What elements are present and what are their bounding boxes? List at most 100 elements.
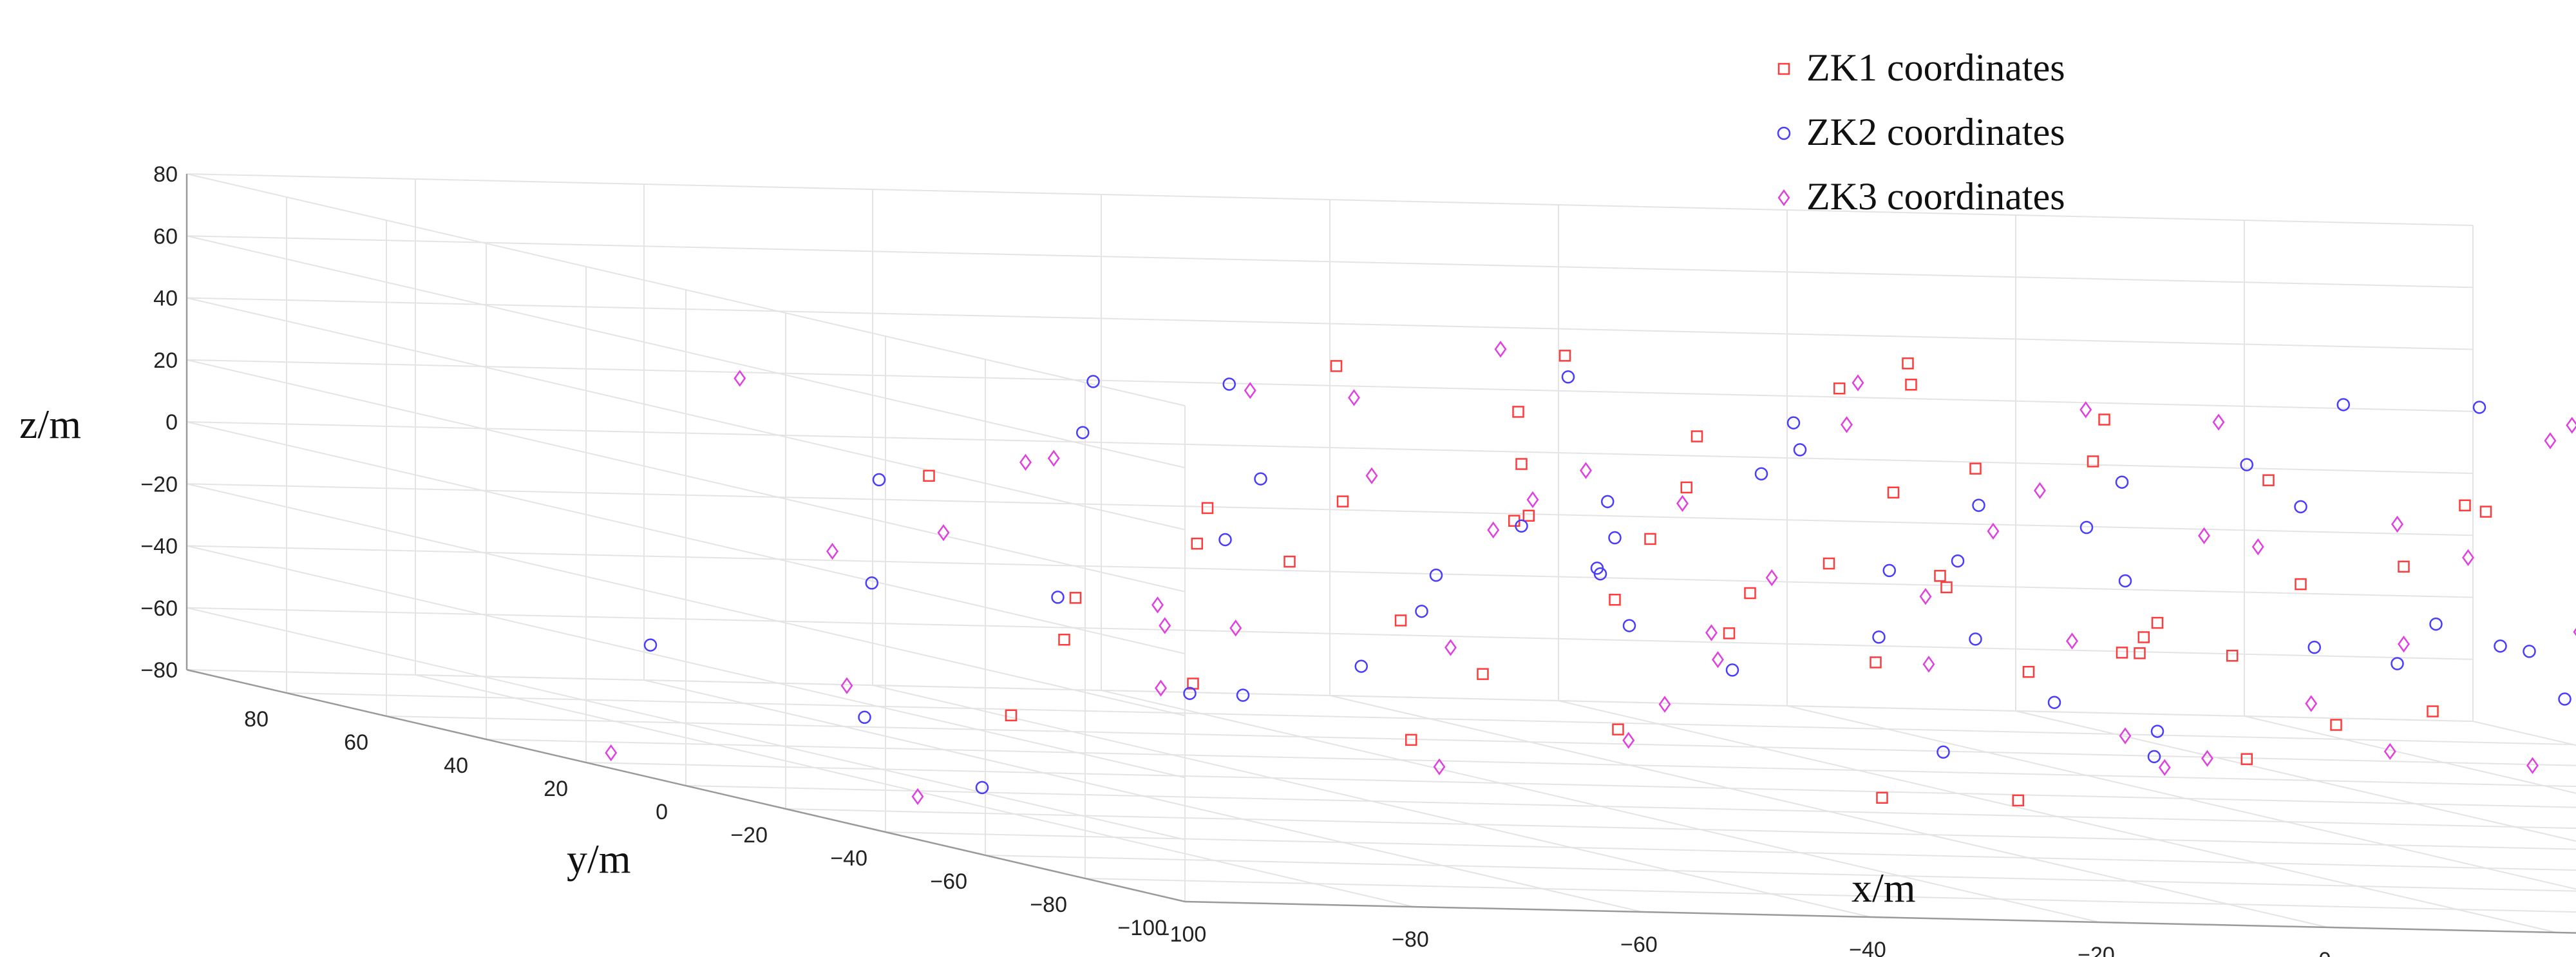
left-wall-grid-line bbox=[186, 173, 1186, 406]
data-point-square bbox=[2427, 705, 2439, 717]
data-point-square bbox=[1887, 486, 1900, 498]
data-point-square bbox=[1512, 406, 1524, 418]
data-point-square bbox=[2459, 499, 2471, 511]
data-point-circle bbox=[2294, 500, 2307, 514]
data-point-diamond bbox=[911, 788, 924, 806]
data-point-diamond bbox=[1365, 467, 1378, 484]
data-point-diamond bbox=[1047, 450, 1060, 467]
x-tick-label: −80 bbox=[1392, 927, 1429, 952]
data-point-diamond bbox=[2251, 538, 2264, 556]
data-point-diamond bbox=[1244, 382, 1256, 399]
y-tick-label: −40 bbox=[830, 846, 867, 871]
z-tick-label: 20 bbox=[153, 348, 178, 373]
data-point-square bbox=[1934, 569, 1946, 582]
data-point-circle bbox=[1254, 472, 1267, 486]
legend-marker-square bbox=[1777, 62, 1790, 75]
floor-grid-line bbox=[486, 739, 2576, 788]
data-point-circle bbox=[1354, 659, 1368, 673]
y-tick-label: 80 bbox=[244, 707, 269, 732]
data-point-diamond bbox=[1229, 620, 1242, 637]
back-wall-grid-line bbox=[186, 545, 2474, 598]
data-point-square bbox=[1833, 382, 1846, 395]
data-point-circle bbox=[2336, 398, 2350, 412]
data-point-diamond bbox=[1712, 651, 1724, 668]
data-point-circle bbox=[2429, 617, 2443, 631]
data-point-circle bbox=[2150, 725, 2164, 738]
back-wall-grid-line bbox=[186, 669, 2474, 722]
data-point-circle bbox=[1051, 591, 1065, 604]
y-tick-label: 60 bbox=[344, 730, 368, 755]
back-wall-grid-line bbox=[186, 235, 2474, 289]
data-point-square bbox=[1058, 634, 1070, 646]
z-tick-label: 60 bbox=[153, 224, 178, 249]
x-tick-label: 0 bbox=[2319, 948, 2331, 957]
legend-marker-circle bbox=[1777, 126, 1791, 140]
data-point-circle bbox=[1601, 495, 1615, 509]
data-point-diamond bbox=[2462, 549, 2474, 566]
back-wall-grid-line bbox=[186, 607, 2474, 660]
back-wall-grid-line bbox=[186, 359, 2474, 412]
data-point-square bbox=[1069, 592, 1082, 604]
data-point-diamond bbox=[2305, 695, 2318, 712]
data-point-diamond bbox=[2079, 401, 2092, 419]
data-point-diamond bbox=[1622, 732, 1635, 749]
floor-grid-line bbox=[585, 762, 2576, 808]
data-point-diamond bbox=[937, 524, 950, 542]
data-point-circle bbox=[2240, 458, 2253, 471]
x-tick-label: −100 bbox=[1157, 922, 1207, 947]
data-point-circle bbox=[1183, 687, 1197, 700]
data-point-circle bbox=[1725, 663, 1739, 677]
data-point-diamond bbox=[2383, 743, 2396, 760]
data-point-diamond bbox=[734, 370, 746, 387]
y-tick-label: −80 bbox=[1030, 893, 1067, 917]
left-wall-grid-line bbox=[186, 483, 1186, 717]
left-wall-grid-line bbox=[186, 545, 1186, 779]
data-point-square bbox=[2262, 474, 2275, 486]
data-point-diamond bbox=[2544, 432, 2557, 450]
y-tick-label: −20 bbox=[730, 823, 768, 848]
data-point-circle bbox=[865, 576, 878, 590]
y-tick-label: 0 bbox=[656, 800, 668, 824]
y-tick-label: 20 bbox=[544, 777, 568, 801]
data-point-circle bbox=[1415, 604, 1428, 618]
z-tick-label: 80 bbox=[153, 162, 178, 187]
z-tick-label: −80 bbox=[140, 658, 178, 683]
data-point-circle bbox=[1429, 568, 1443, 582]
data-point-diamond bbox=[1019, 453, 1032, 471]
x-axis-label: x/m bbox=[1852, 865, 1916, 911]
data-point-square bbox=[2137, 631, 2150, 643]
data-point-diamond bbox=[840, 677, 853, 694]
left-wall-grid-line bbox=[186, 421, 1186, 654]
data-point-square bbox=[1690, 430, 1703, 442]
data-point-diamond bbox=[1494, 341, 1507, 358]
y-axis-label: y/m bbox=[567, 836, 631, 882]
legend: ZK1 coordinates ZK2 coordinates ZK3 coordi… bbox=[1777, 46, 2065, 218]
x-tick-label: −60 bbox=[1620, 933, 1658, 957]
left-wall-grid-line bbox=[186, 297, 1186, 531]
data-point-circle bbox=[2523, 645, 2536, 658]
data-point-square bbox=[2151, 616, 2164, 629]
legend-label: ZK1 coordinates bbox=[1806, 46, 2065, 89]
data-point-square bbox=[2022, 666, 2035, 678]
data-point-square bbox=[2116, 647, 2128, 659]
data-point-square bbox=[1394, 614, 1407, 627]
z-tick-label: 40 bbox=[153, 287, 178, 311]
data-point-diamond bbox=[605, 744, 618, 762]
z-tick-label: 0 bbox=[166, 410, 178, 435]
data-point-diamond bbox=[2526, 757, 2539, 774]
z-axis-label: z/m bbox=[19, 401, 81, 447]
data-point-diamond bbox=[1487, 521, 1500, 539]
data-point-diamond bbox=[1676, 495, 1689, 512]
data-point-circle bbox=[1951, 554, 1965, 568]
data-point-square bbox=[1283, 555, 1296, 568]
back-wall-grid-line bbox=[186, 421, 2474, 474]
x-tick-label: 20 bbox=[2541, 953, 2566, 957]
y-tick-label: 40 bbox=[444, 753, 468, 778]
data-point-diamond bbox=[1348, 389, 1360, 406]
legend-marker-diamond bbox=[1777, 189, 1790, 207]
x-tick-label: −20 bbox=[2078, 943, 2115, 957]
y-tick-label: −60 bbox=[930, 869, 967, 894]
data-point-circle bbox=[1972, 498, 1985, 512]
data-point-diamond bbox=[2391, 515, 2403, 533]
data-point-square bbox=[1522, 509, 1535, 522]
